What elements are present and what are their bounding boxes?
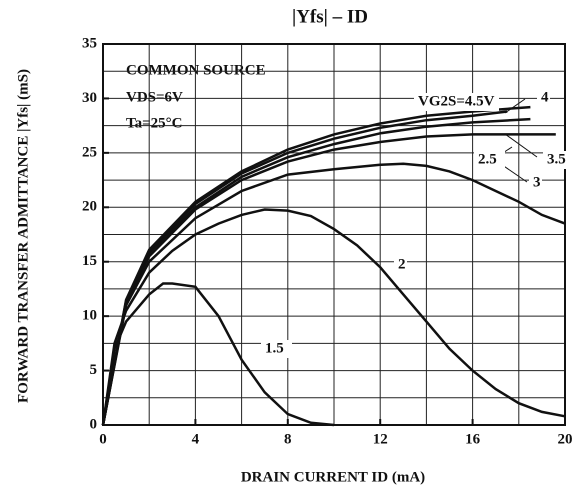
- x-tick-label: 0: [99, 431, 107, 447]
- series-line: [101, 282, 335, 427]
- series-line: [101, 110, 508, 426]
- y-axis-label: FORWARD TRANSFER ADMITTANCE |Yfs| (mS): [15, 69, 31, 403]
- label-bg: [543, 151, 574, 169]
- series-line: [101, 105, 531, 426]
- x-tick-label: 16: [465, 431, 481, 447]
- x-tick-label: 8: [284, 431, 292, 447]
- label-bg: [261, 340, 292, 358]
- y-tick-label: 35: [82, 35, 97, 51]
- series-label: 4: [541, 89, 549, 105]
- series-line: [101, 162, 566, 426]
- y-tick-label: 30: [82, 90, 97, 106]
- series-label: 1.5: [265, 340, 284, 356]
- label-bg: [474, 151, 505, 169]
- label-bg: [394, 256, 407, 274]
- y-tick-label: 15: [82, 253, 97, 269]
- series-label: VG2S=4.5V: [418, 93, 495, 109]
- series-line: [101, 117, 531, 426]
- label-bg: [414, 93, 499, 111]
- label-bg: [529, 174, 542, 192]
- x-tick-label: 4: [192, 431, 200, 447]
- y-tick-label: 10: [82, 308, 97, 324]
- y-tick-label: 25: [82, 144, 97, 160]
- series-line: [101, 208, 566, 426]
- y-tick-label: 0: [90, 416, 98, 432]
- series-label: 3: [533, 174, 541, 190]
- annotation: VDS=6V: [126, 89, 183, 105]
- x-axis-label: DRAIN CURRENT ID (mA): [241, 469, 425, 485]
- y-tick-label: 5: [90, 362, 98, 378]
- series-label: 2.5: [478, 151, 497, 167]
- annotation-box: COMMON SOURCE VDS=6V Ta=25°C: [114, 58, 304, 140]
- annotation: Ta=25°C: [126, 115, 183, 131]
- series-label: 2: [398, 256, 406, 272]
- y-tick-label: 20: [82, 199, 97, 215]
- x-tick-label: 20: [558, 431, 573, 447]
- label-bg: [537, 89, 550, 107]
- series-label: 3.5: [547, 151, 566, 167]
- x-tick-label: 12: [373, 431, 388, 447]
- chart-title: |Yfs| – ID: [292, 6, 368, 27]
